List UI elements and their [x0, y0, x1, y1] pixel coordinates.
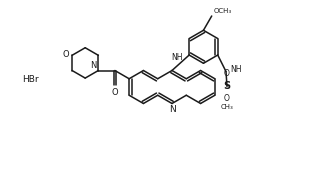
Text: O: O: [224, 69, 230, 78]
Text: O: O: [224, 94, 230, 103]
Text: S: S: [224, 81, 231, 91]
Text: N: N: [90, 61, 96, 69]
Text: HBr: HBr: [22, 75, 39, 83]
Text: CH₃: CH₃: [221, 104, 233, 110]
Text: NH: NH: [230, 65, 241, 74]
Text: NH: NH: [171, 53, 182, 62]
Text: O: O: [63, 50, 69, 59]
Text: O: O: [111, 88, 118, 96]
Text: N: N: [168, 104, 175, 114]
Text: OCH₃: OCH₃: [214, 8, 232, 14]
